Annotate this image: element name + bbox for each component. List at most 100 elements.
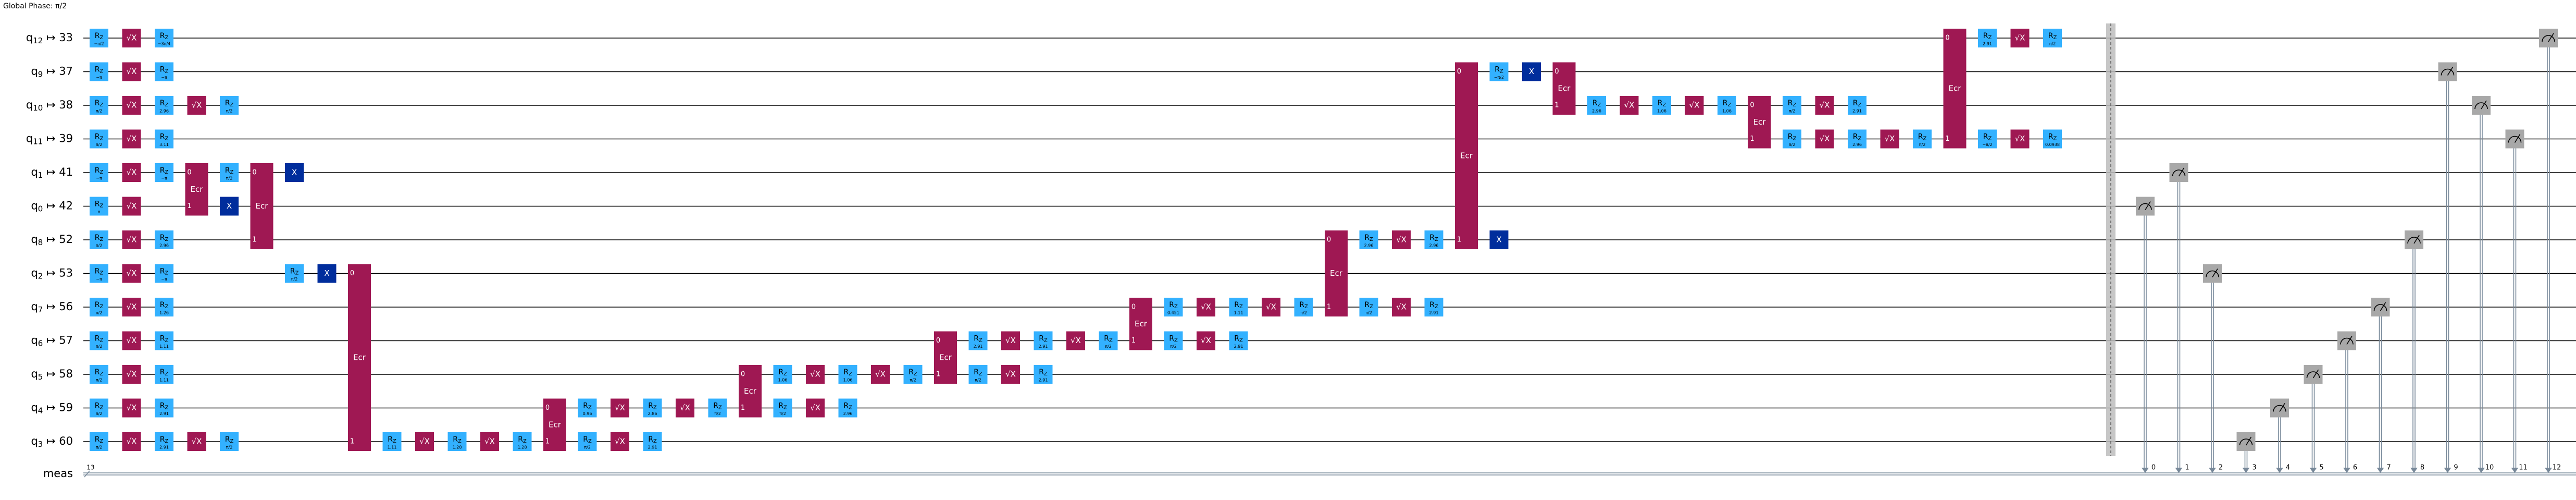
gate-box bbox=[220, 197, 239, 216]
gate-box bbox=[1325, 230, 1348, 316]
gate-label: RZ bbox=[95, 66, 104, 75]
ecr-port-label: 0 bbox=[1327, 236, 1331, 244]
gate-label: RZ bbox=[160, 32, 169, 41]
gate-parameter: 1.11 bbox=[388, 445, 397, 450]
rz-gate: RZ2.91 bbox=[1229, 331, 1248, 350]
gate-box bbox=[1978, 29, 1997, 47]
rz-gate: RZ−3π/4 bbox=[155, 29, 173, 47]
measure-gate: 8 bbox=[2405, 230, 2424, 473]
meter-needle bbox=[2145, 201, 2151, 210]
gate-parameter: −π bbox=[96, 176, 102, 181]
gate-label: RZ bbox=[843, 368, 852, 377]
gate-box bbox=[1034, 331, 1053, 350]
measure-arrow bbox=[2142, 468, 2149, 473]
gate-box bbox=[1455, 62, 1478, 249]
gate-box bbox=[1197, 298, 1215, 316]
gate-box bbox=[1392, 230, 1411, 249]
x-gate: X bbox=[1489, 230, 1509, 249]
gate-box bbox=[1620, 96, 1639, 115]
global-phase-label: Global Phase: π/2 bbox=[3, 2, 67, 10]
ecr-gate: Ecr 0 1 bbox=[739, 365, 762, 418]
gate-label: RZ bbox=[160, 368, 169, 377]
classical-bit-index: 1 bbox=[2185, 464, 2189, 472]
wire-label: q6 ↦ 57 bbox=[31, 334, 73, 348]
rz-gate: RZ1.26 bbox=[155, 298, 173, 316]
meter-needle bbox=[2212, 269, 2218, 277]
gate-label: RZ bbox=[95, 301, 104, 310]
ecr-gate: Ecr 0 1 bbox=[1325, 230, 1348, 316]
gate-label: X bbox=[292, 168, 297, 177]
gate-parameter: 1.06 bbox=[778, 378, 788, 383]
meter-arc bbox=[2239, 438, 2253, 446]
gate-parameter: 2.96 bbox=[1852, 142, 1862, 147]
gate-box bbox=[1848, 129, 1866, 149]
gate-label: RZ bbox=[713, 402, 722, 411]
gate-parameter: −3π/4 bbox=[158, 42, 170, 46]
gate-box bbox=[513, 432, 532, 451]
gate-label: RZ bbox=[583, 402, 592, 411]
gate-parameter: π/2 bbox=[96, 378, 103, 383]
gate-label: RZ bbox=[2048, 133, 2057, 142]
classical-label: meas bbox=[43, 467, 73, 480]
gate-box bbox=[90, 432, 108, 451]
ecr-port-label: 1 bbox=[350, 438, 354, 446]
gate-parameter: 2.96 bbox=[1429, 243, 1439, 248]
rz-gate: RZπ/2 bbox=[220, 96, 239, 115]
gate-parameter: π/2 bbox=[291, 277, 298, 282]
measure-arrow bbox=[2545, 468, 2552, 473]
gate-box bbox=[1034, 365, 1053, 384]
register-width: 13 bbox=[86, 464, 94, 471]
rz-gate: RZ1.11 bbox=[155, 331, 173, 350]
gate-label: RZ bbox=[1983, 133, 1992, 142]
gate-box bbox=[676, 398, 694, 418]
sx-gate: √X bbox=[187, 432, 206, 451]
meter-needle bbox=[2514, 134, 2521, 143]
gate-label: √X bbox=[810, 403, 820, 412]
sx-gate: √X bbox=[480, 432, 499, 451]
gate-box bbox=[155, 129, 173, 149]
gate-box bbox=[1424, 298, 1443, 316]
ecr-port-label: 1 bbox=[1457, 236, 1461, 244]
gate-box bbox=[1164, 298, 1183, 316]
rz-gate: RZπ/2 bbox=[90, 298, 108, 316]
gate-parameter: 1.28 bbox=[518, 445, 527, 450]
sx-gate: √X bbox=[806, 365, 825, 384]
rz-gate: RZπ/2 bbox=[1294, 298, 1313, 316]
rz-gate: RZ−π bbox=[90, 264, 108, 283]
sx-gate: √X bbox=[676, 398, 694, 418]
measure-gate: 1 bbox=[2169, 163, 2189, 473]
gate-parameter: π bbox=[98, 210, 101, 214]
measure-arrow bbox=[2343, 468, 2350, 473]
classical-bit-index: 12 bbox=[2553, 464, 2561, 472]
rz-gate: RZ0.96 bbox=[578, 398, 597, 418]
rz-gate: RZπ/2 bbox=[773, 398, 792, 418]
measure-arrow bbox=[2478, 468, 2485, 473]
rz-gate: RZ3.11 bbox=[155, 129, 173, 149]
gate-parameter: π/2 bbox=[1365, 311, 1372, 315]
ecr-port-label: 1 bbox=[1945, 135, 1949, 143]
rz-gate: RZ1.28 bbox=[447, 432, 467, 451]
gate-box bbox=[317, 264, 337, 283]
rz-gate: RZ1.06 bbox=[838, 365, 857, 384]
classical-bit-index: 7 bbox=[2386, 464, 2391, 472]
gate-box bbox=[611, 398, 629, 418]
gate-box bbox=[1652, 96, 1671, 115]
gate-label: Ecr bbox=[744, 386, 757, 396]
gate-label: RZ bbox=[95, 200, 104, 209]
gate-parameter: π/2 bbox=[96, 344, 103, 349]
meter-needle bbox=[2312, 369, 2319, 379]
measure-gate: 7 bbox=[2371, 298, 2391, 473]
gate-box bbox=[155, 432, 173, 451]
gate-box bbox=[2505, 129, 2524, 149]
rz-gate: RZ2.96 bbox=[155, 96, 173, 115]
gate-label: Ecr bbox=[1949, 83, 1962, 93]
gate-label: X bbox=[1496, 235, 1501, 245]
gate-label: √X bbox=[127, 101, 137, 110]
measure-arrow bbox=[2309, 468, 2317, 473]
meter-needle bbox=[2245, 436, 2252, 446]
gate-label: √X bbox=[127, 302, 137, 312]
gate-label: √X bbox=[615, 403, 625, 412]
gate-box bbox=[185, 163, 208, 216]
gate-box bbox=[739, 365, 762, 418]
rz-gate: RZ−π bbox=[90, 62, 108, 81]
